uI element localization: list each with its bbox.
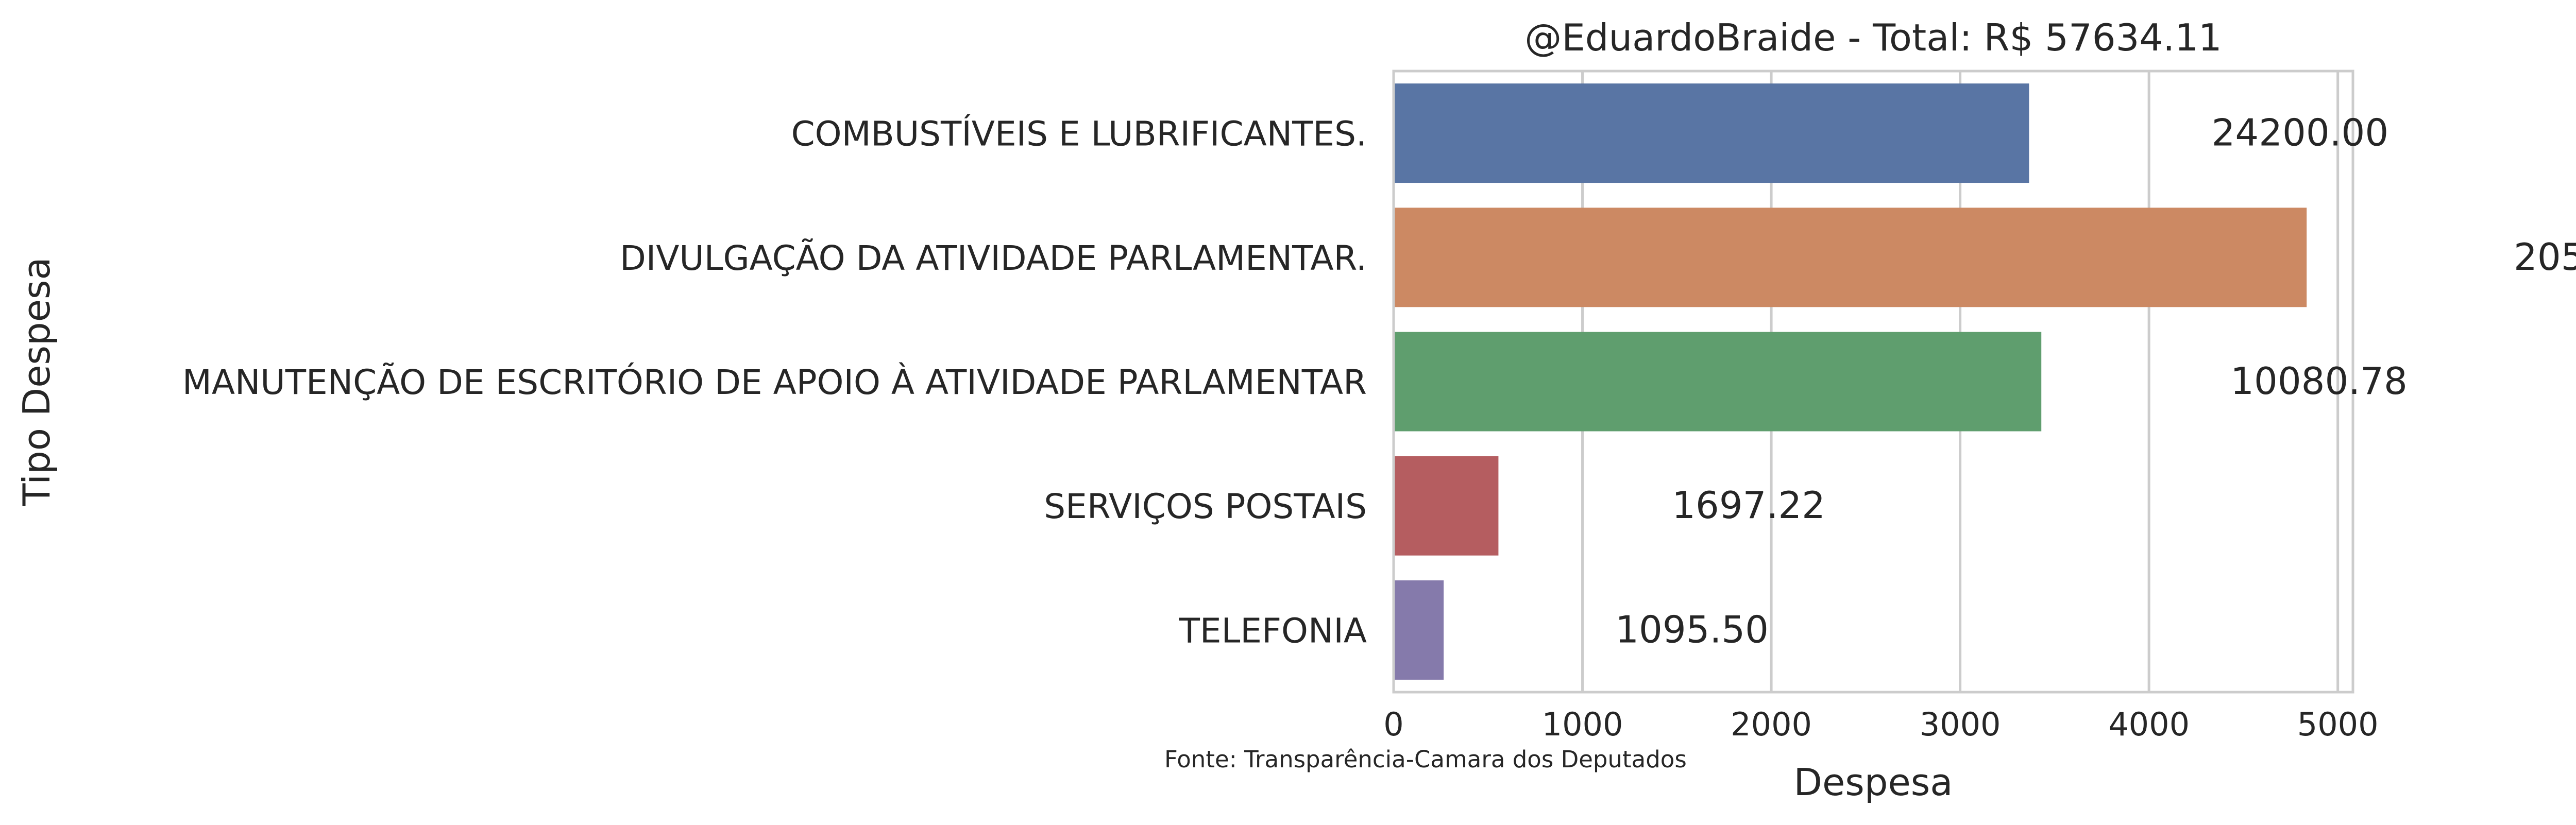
x-axis-label: Despesa xyxy=(1794,761,1953,804)
y-axis-label: Tipo Despesa xyxy=(15,257,58,506)
x-tick-label: 2000 xyxy=(1731,706,1812,743)
bar xyxy=(1394,332,2042,432)
x-tick-labels: 0 1000 2000 3000 4000 5000 xyxy=(1383,706,2378,743)
y-tick-label: COMBUSTÍVEIS E LUBRIFICANTES. xyxy=(791,114,1367,154)
bars xyxy=(1394,83,2307,680)
x-tick-label: 0 xyxy=(1383,706,1403,743)
bar xyxy=(1394,580,1444,680)
y-tick-label: TELEFONIA xyxy=(1179,611,1367,650)
source-note: Fonte: Transparência-Camara dos Deputado… xyxy=(1164,746,1687,773)
data-label: 24200.00 xyxy=(2212,111,2389,154)
bar xyxy=(1394,208,2307,307)
y-tick-label: DIVULGAÇÃO DA ATIVIDADE PARLAMENTAR. xyxy=(620,238,1367,278)
value-labels: 24200.00 20560.61 10080.78 1697.22 1095.50 xyxy=(1615,111,2576,651)
x-tick-label: 1000 xyxy=(1542,706,1623,743)
y-tick-label: MANUTENÇÃO DE ESCRITÓRIO DE APOIO À ATIV… xyxy=(182,363,1367,402)
plot-frame xyxy=(1392,70,2354,694)
bar xyxy=(1394,456,1499,556)
data-label: 1697.22 xyxy=(1672,484,1825,527)
y-tick-labels: COMBUSTÍVEIS E LUBRIFICANTES. DIVULGAÇÃO … xyxy=(182,114,1367,651)
data-label: 1095.50 xyxy=(1615,608,1769,651)
chart-title: @EduardoBraide - Total: R$ 57634.11 xyxy=(1524,16,2222,59)
data-label: 10080.78 xyxy=(2230,359,2408,403)
x-tick-label: 4000 xyxy=(2108,706,2190,743)
y-tick-label: SERVIÇOS POSTAIS xyxy=(1044,487,1367,526)
x-tick-label: 5000 xyxy=(2297,706,2379,743)
bar xyxy=(1394,83,2029,183)
x-tick-label: 3000 xyxy=(1920,706,2001,743)
data-label: 20560.61 xyxy=(2514,235,2576,279)
